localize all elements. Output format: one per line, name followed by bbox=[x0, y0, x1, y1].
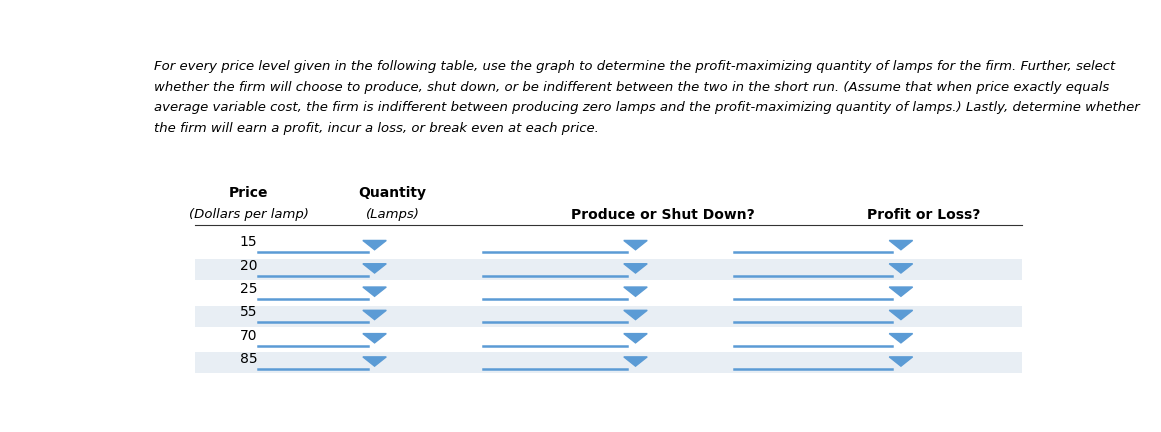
Polygon shape bbox=[623, 287, 647, 296]
Polygon shape bbox=[889, 334, 913, 343]
Polygon shape bbox=[623, 241, 647, 250]
Text: For every price level given in the following table, use the graph to determine t: For every price level given in the follo… bbox=[154, 60, 1116, 73]
Polygon shape bbox=[363, 241, 387, 250]
Text: the firm will earn a profit, incur a loss, or break even at each price.: the firm will earn a profit, incur a los… bbox=[154, 122, 599, 135]
Polygon shape bbox=[363, 264, 387, 273]
Text: (Dollars per lamp): (Dollars per lamp) bbox=[188, 208, 309, 221]
Text: Price: Price bbox=[229, 186, 268, 200]
Polygon shape bbox=[889, 264, 913, 273]
Text: average variable cost, the firm is indifferent between producing zero lamps and : average variable cost, the firm is indif… bbox=[154, 102, 1140, 114]
Text: 25: 25 bbox=[240, 282, 258, 296]
Polygon shape bbox=[889, 357, 913, 366]
Text: (Lamps): (Lamps) bbox=[366, 208, 419, 221]
Text: 15: 15 bbox=[240, 235, 258, 249]
Bar bbox=[195, 352, 1023, 373]
Polygon shape bbox=[623, 310, 647, 320]
Bar bbox=[195, 306, 1023, 327]
Bar bbox=[195, 259, 1023, 280]
Polygon shape bbox=[623, 264, 647, 273]
Polygon shape bbox=[623, 334, 647, 343]
Polygon shape bbox=[363, 287, 387, 296]
Text: 55: 55 bbox=[240, 305, 258, 319]
Polygon shape bbox=[363, 310, 387, 320]
Polygon shape bbox=[623, 357, 647, 366]
Text: 70: 70 bbox=[240, 329, 258, 343]
Text: Quantity: Quantity bbox=[359, 186, 426, 200]
Text: 85: 85 bbox=[240, 352, 258, 366]
Polygon shape bbox=[889, 241, 913, 250]
Polygon shape bbox=[889, 310, 913, 320]
Text: whether the firm will choose to produce, shut down, or be indifferent between th: whether the firm will choose to produce,… bbox=[154, 81, 1110, 94]
Text: 20: 20 bbox=[240, 259, 258, 273]
Text: Produce or Shut Down?: Produce or Shut Down? bbox=[570, 208, 755, 222]
Polygon shape bbox=[363, 357, 387, 366]
Polygon shape bbox=[363, 334, 387, 343]
Polygon shape bbox=[889, 287, 913, 296]
Text: Profit or Loss?: Profit or Loss? bbox=[867, 208, 980, 222]
